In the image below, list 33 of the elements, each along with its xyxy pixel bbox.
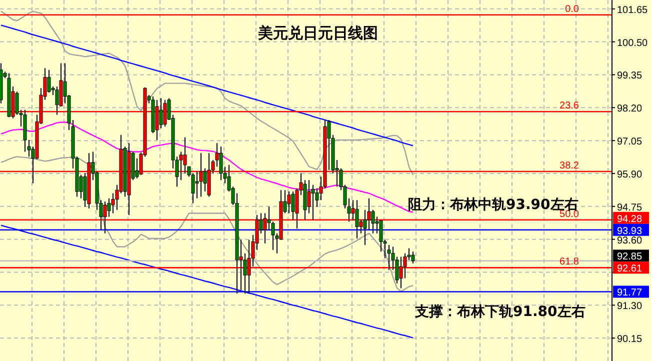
- candlestick: [311, 184, 315, 220]
- line-series: [0, 10, 414, 176]
- candlestick: [291, 191, 295, 220]
- annotation: 23.6: [560, 100, 580, 112]
- candlestick: [159, 98, 163, 129]
- candlestick: [47, 69, 51, 93]
- ref-line-label: 94.28: [617, 214, 642, 225]
- candlestick: [219, 146, 223, 181]
- annotation: 0.0: [565, 4, 580, 15]
- ref-line-label: 91.77: [617, 288, 642, 299]
- text: 美元兑日元日线图: [257, 24, 378, 42]
- y-tick-label: 101.65: [617, 4, 648, 16]
- y-tick-label: 90.15: [617, 334, 642, 346]
- candlestick: [355, 200, 359, 239]
- candlestick: [155, 99, 159, 140]
- ref-line-label: 92.85: [617, 252, 642, 263]
- annotation: 61.8: [560, 256, 580, 268]
- ref-line-label: 93.93: [617, 226, 642, 237]
- y-tick-label: 100.50: [617, 38, 648, 49]
- y-tick-label: 91.30: [617, 301, 642, 312]
- y-tick-label: 98.20: [617, 104, 642, 115]
- candlestick: [287, 191, 291, 214]
- y-tick-label: 95.90: [617, 169, 642, 180]
- candlestick: [411, 251, 415, 264]
- annotation: 支撑：布林下轨91.80左右: [414, 304, 586, 320]
- y-tick-label: 99.35: [617, 70, 642, 82]
- y-tick-label: 93.60: [617, 235, 642, 246]
- ref-line-label: 92.61: [617, 264, 642, 275]
- candlestick: [163, 99, 167, 128]
- annotation: 38.2: [560, 160, 580, 172]
- line-series: [0, 24, 414, 146]
- y-tick-label: 97.05: [617, 136, 642, 148]
- y-tick-label: 94.75: [617, 202, 642, 214]
